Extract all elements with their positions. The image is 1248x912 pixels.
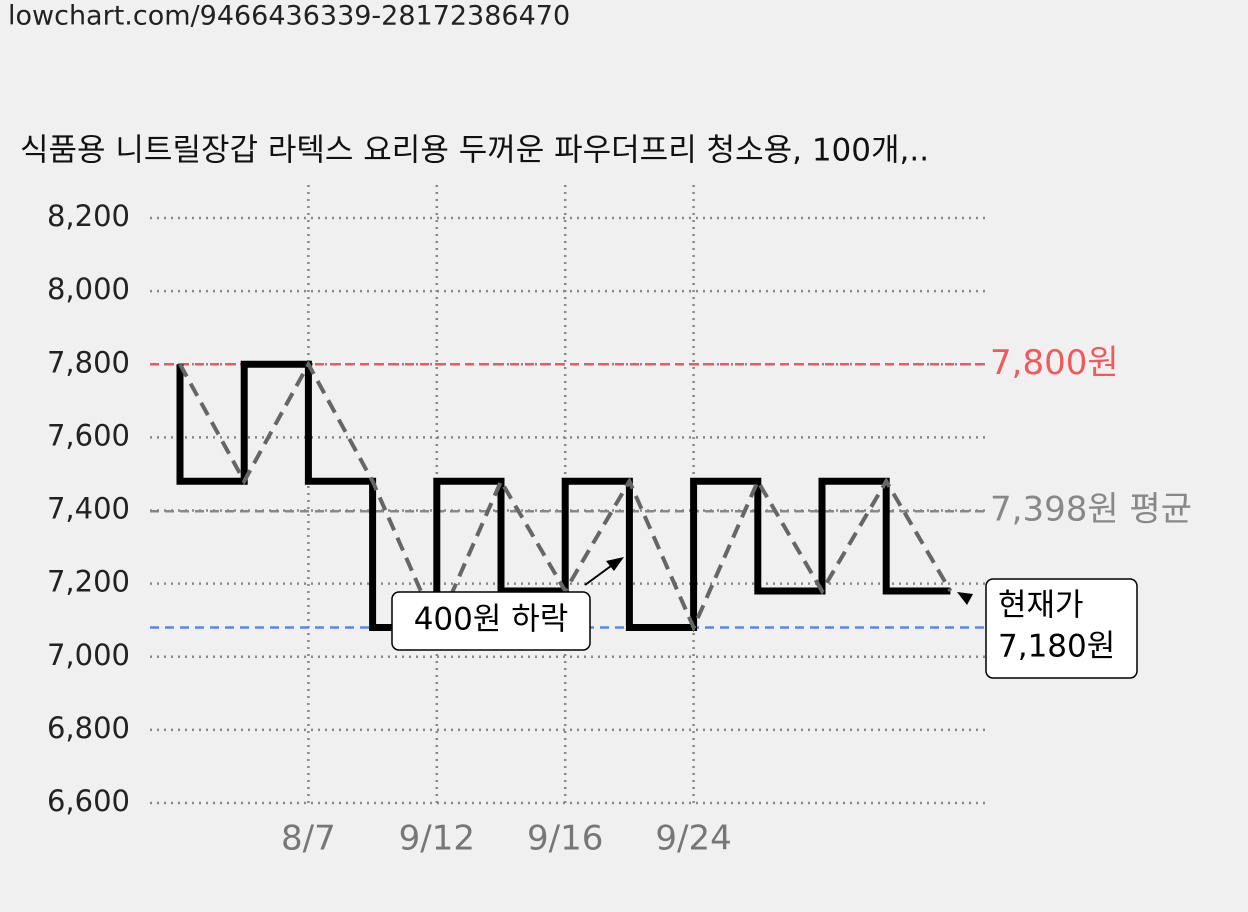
annotation-text: 400원 하락 [414,602,569,638]
x-tick-label: 8/7 [281,819,336,859]
current-box [985,578,1138,679]
y-tick-label: 7,600 [47,418,130,452]
x-tick-label: 9/16 [527,819,603,859]
x-tick-label: 9/12 [399,819,475,859]
y-tick-label: 7,000 [47,638,130,672]
y-tick-label: 7,400 [47,492,130,526]
y-tick-label: 7,200 [47,565,130,599]
reference-label: 7,800원 [990,343,1119,383]
current-label: 현재가 [998,588,1084,624]
reference-label: 7,398원 평균 [990,490,1192,530]
current-value: 7,180원 [998,629,1115,665]
url: lowchart.com/9466436339-28172386470 [8,1,570,32]
x-tick-label: 9/24 [655,819,731,859]
y-tick-label: 6,800 [47,711,130,745]
chart-title: 식품용 니트릴장갑 라텍스 요리용 두꺼운 파우더프리 청소용, 100개,.. [20,133,929,169]
annotation-arrow [584,562,616,586]
y-tick-label: 8,200 [47,199,130,233]
arrow-head [957,592,973,605]
y-tick-label: 7,800 [47,345,130,379]
annotation-box [391,591,591,651]
price-trend-line [178,360,953,633]
y-tick-label: 6,600 [47,784,130,818]
y-tick-label: 8,000 [47,272,130,306]
arrow-head [606,557,624,571]
